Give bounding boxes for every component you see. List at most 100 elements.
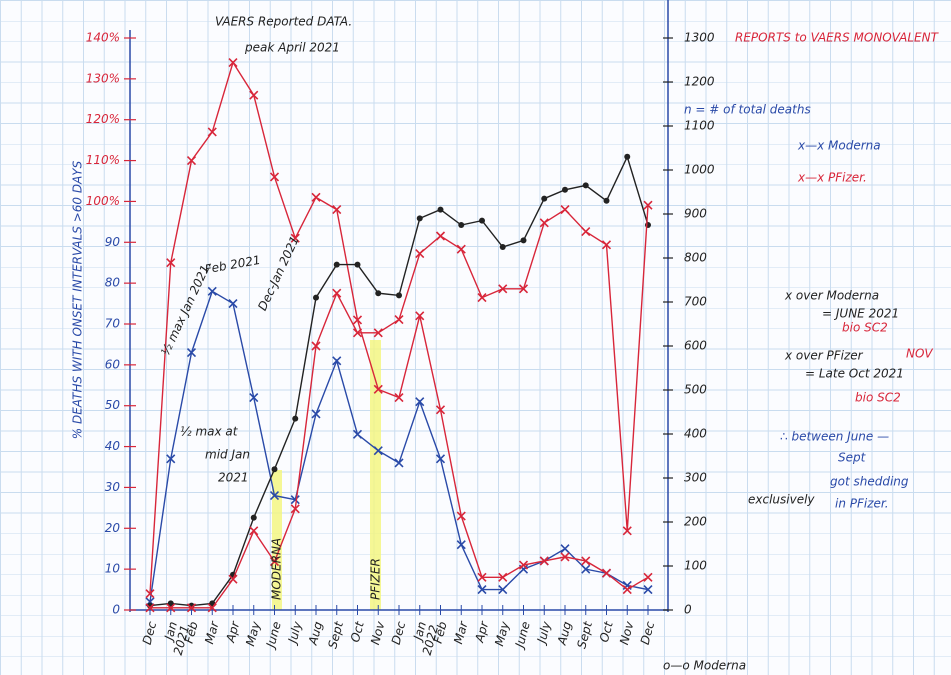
x-tick-label: Mar bbox=[202, 619, 222, 646]
x-tick-label: Nov bbox=[617, 619, 637, 646]
y2-tick-label: 300 bbox=[684, 471, 707, 485]
point bbox=[292, 415, 299, 422]
x-tick-label: Apr bbox=[472, 619, 491, 645]
y-tick-label: 50 bbox=[105, 398, 121, 412]
annotation: in PFizer. bbox=[835, 497, 889, 511]
x-tick-label: Jan bbox=[161, 620, 180, 643]
point bbox=[624, 153, 631, 160]
point bbox=[498, 284, 508, 294]
x-tick-label: Oct bbox=[348, 619, 367, 644]
point bbox=[456, 244, 466, 254]
point bbox=[601, 240, 612, 250]
y-tick-label: 10 bbox=[105, 562, 121, 576]
series-line bbox=[149, 60, 649, 594]
x-tick-label: Aug bbox=[305, 620, 325, 648]
point bbox=[562, 186, 568, 193]
point bbox=[560, 205, 570, 215]
x-tick-label: Jan bbox=[410, 620, 429, 643]
point bbox=[167, 600, 174, 607]
point bbox=[603, 197, 610, 204]
point bbox=[518, 284, 529, 294]
x-tick-label: Feb bbox=[182, 620, 201, 645]
point bbox=[622, 585, 632, 595]
point bbox=[311, 341, 321, 351]
point bbox=[207, 603, 217, 613]
y-tick-label: 120% bbox=[86, 112, 120, 126]
annotation: MODERNA bbox=[270, 538, 284, 600]
x-tick-label: Oct bbox=[597, 619, 616, 644]
y2-tick-label: 1300 bbox=[684, 31, 715, 45]
point bbox=[249, 526, 259, 536]
x-tick-label: May bbox=[492, 619, 512, 647]
y2-tick-label: 900 bbox=[684, 207, 707, 221]
point bbox=[498, 585, 508, 595]
annotation: NOV bbox=[906, 347, 933, 361]
point bbox=[539, 218, 549, 228]
x-tick-label: Mar bbox=[451, 619, 471, 646]
y2-tick-label: 1200 bbox=[684, 75, 715, 89]
y2-axis-label: n = # of total deaths bbox=[684, 103, 811, 117]
y2-tick-label: 400 bbox=[684, 427, 707, 441]
x-tick-label: July bbox=[534, 619, 554, 646]
point bbox=[582, 182, 589, 189]
point bbox=[166, 454, 176, 464]
point bbox=[186, 156, 197, 166]
point bbox=[415, 249, 425, 259]
point bbox=[415, 397, 425, 407]
point bbox=[290, 495, 300, 505]
point bbox=[290, 504, 300, 514]
chart-title: VAERS Reported DATA. bbox=[215, 15, 352, 29]
point bbox=[352, 315, 363, 325]
point bbox=[394, 392, 404, 403]
point bbox=[498, 572, 508, 582]
annotation: o—o Moderna bbox=[663, 659, 746, 673]
y-tick-label: 20 bbox=[105, 521, 121, 535]
y2-tick-label: 1100 bbox=[684, 119, 715, 133]
y-tick-label: 110% bbox=[86, 153, 120, 167]
point bbox=[207, 127, 217, 137]
x-tick-label: Dec bbox=[389, 620, 409, 646]
annotation: ½ max at bbox=[180, 425, 239, 439]
point bbox=[269, 172, 280, 182]
legend-entry: x—x Moderna bbox=[797, 139, 881, 153]
y2-tick-label: 500 bbox=[684, 383, 707, 397]
point bbox=[435, 454, 446, 464]
annotation: mid Jan bbox=[205, 448, 250, 462]
point bbox=[228, 574, 238, 584]
x-tick-label: Apr bbox=[223, 619, 242, 645]
point bbox=[373, 384, 383, 394]
point bbox=[518, 560, 529, 570]
point bbox=[396, 292, 402, 299]
point bbox=[560, 552, 570, 562]
x-tick-label: July bbox=[285, 619, 305, 646]
x-tick-label: Aug bbox=[554, 620, 574, 648]
point bbox=[332, 205, 342, 215]
point bbox=[479, 217, 485, 224]
x-tick-label: Sept bbox=[574, 619, 595, 650]
point bbox=[166, 258, 176, 268]
y-tick-label: 90 bbox=[105, 235, 121, 249]
point bbox=[313, 294, 319, 301]
x-tick-label: Dec bbox=[638, 620, 658, 646]
point bbox=[271, 466, 278, 473]
x-tick-label: June bbox=[512, 620, 533, 651]
x-tick-label: May bbox=[243, 619, 263, 647]
annotation: 2021 bbox=[218, 471, 249, 485]
annotation: bio SC2 bbox=[842, 321, 888, 335]
point bbox=[249, 90, 259, 100]
point bbox=[228, 57, 238, 68]
point bbox=[332, 356, 342, 366]
point bbox=[186, 603, 197, 613]
point bbox=[416, 215, 423, 222]
point bbox=[166, 603, 176, 613]
legend-entry: x—x PFizer. bbox=[797, 171, 867, 185]
y2-tick-label: 200 bbox=[684, 515, 707, 529]
point bbox=[541, 195, 548, 202]
point bbox=[581, 227, 591, 237]
point bbox=[539, 556, 549, 566]
point bbox=[354, 261, 361, 268]
point bbox=[520, 237, 527, 244]
annotation: ½ max Jan 2021. bbox=[158, 259, 214, 357]
y2-tick-label: 100 bbox=[684, 559, 707, 573]
point bbox=[581, 556, 591, 566]
